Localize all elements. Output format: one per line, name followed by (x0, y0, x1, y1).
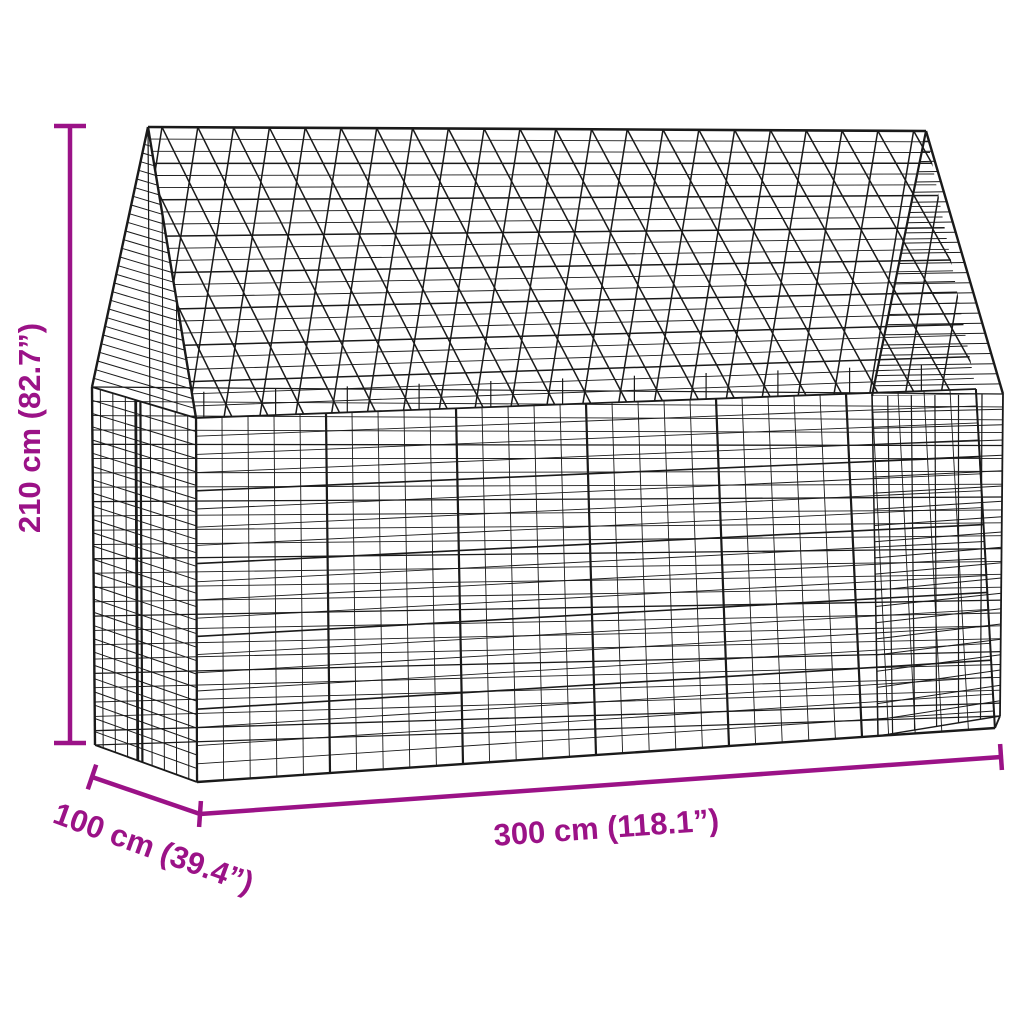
back-wall-mesh (92, 400, 1003, 732)
wire-mesh-structure (90, 125, 1005, 784)
width-dimension-line (199, 754, 1002, 817)
depth-dimension-line (91, 774, 201, 817)
roof-mesh (148, 127, 976, 418)
height-dimension: 210 cm (82.7”) (12, 123, 86, 746)
width-dimension-cap-right (997, 743, 1005, 771)
right-wall-mesh (872, 394, 1003, 734)
left-wall-mesh (92, 389, 197, 780)
depth-dimension-cap-left (85, 763, 99, 791)
depth-dimension: 100 cm (39.4”) (49, 763, 258, 901)
width-dimension: 300 cm (118.1”) (196, 743, 1005, 853)
width-dimension-cap-left (196, 800, 204, 828)
left-gable-mesh (92, 127, 196, 418)
width-dimension-label: 300 cm (118.1”) (492, 802, 720, 853)
height-dimension-label: 210 cm (82.7”) (12, 323, 47, 533)
